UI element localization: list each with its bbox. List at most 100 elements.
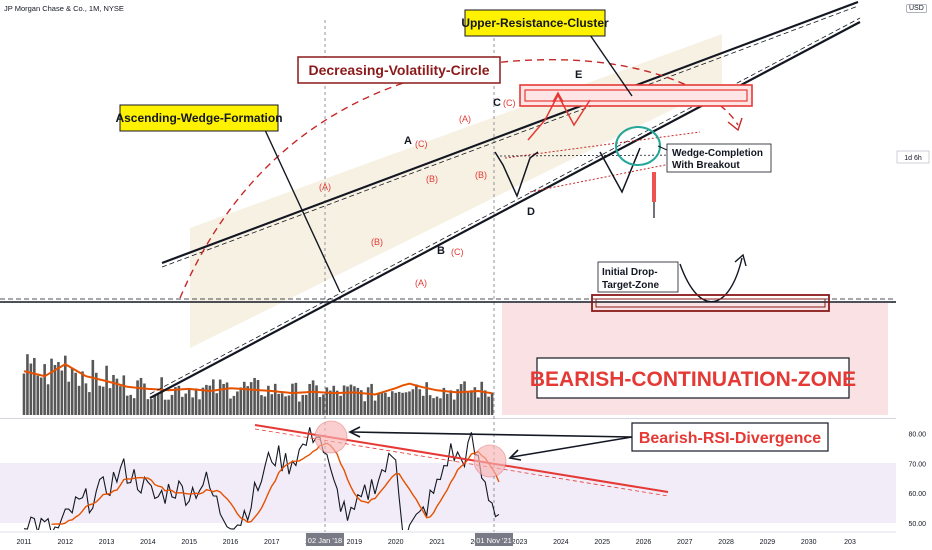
volume-bar: [225, 382, 229, 415]
volume-bar: [146, 399, 150, 415]
volume-bar: [256, 379, 260, 415]
volume-bar: [394, 392, 397, 415]
volume-bar: [356, 387, 360, 415]
breakout-path: [599, 147, 641, 194]
volume-bar: [36, 375, 40, 415]
volume-bar: [143, 383, 146, 415]
last-price-badge: 1d 6h: [904, 155, 922, 162]
initial-drop-note-1: Initial Drop-: [602, 267, 658, 278]
ascending-wedge-callout[interactable]: [119, 104, 279, 132]
initial-drop-callout[interactable]: [597, 261, 679, 293]
volume-bar: [446, 393, 449, 415]
volume-bar: [84, 383, 88, 415]
wave-e-arrow: [552, 91, 564, 103]
rsi-indicator: [23, 427, 500, 530]
volume-bar: [132, 398, 136, 415]
volume-bar: [487, 396, 490, 415]
subwave-b-3: (B): [475, 170, 487, 180]
subwave-b-1: (B): [371, 237, 383, 247]
year-tick-label: 2030: [801, 539, 817, 546]
volume-bar: [119, 386, 122, 415]
volume-bar: [156, 393, 160, 415]
bearish-continuation-callout[interactable]: [536, 357, 850, 399]
subwave-a-3: (A): [459, 114, 471, 124]
volume-bar: [125, 395, 129, 415]
volume-bar: [232, 395, 236, 415]
volume-bar: [98, 385, 102, 415]
volume-bar: [470, 390, 473, 415]
volume-bar: [273, 383, 277, 415]
volume-bar: [301, 395, 305, 415]
volume-bar: [26, 354, 29, 415]
volume-average-line: [23, 363, 493, 396]
subwave-a-2: (A): [415, 278, 427, 288]
volume-bar: [308, 383, 311, 415]
time-axis[interactable]: 2011201220132014201520162017201820192020…: [0, 531, 932, 550]
year-tick-label: 2012: [58, 539, 74, 546]
decreasing-volatility-callout[interactable]: [297, 56, 501, 84]
volume-bar: [74, 372, 77, 415]
volume-bar: [67, 381, 71, 415]
volume-bar: [81, 371, 84, 415]
volume-bar: [249, 382, 253, 415]
target-swoosh: [679, 257, 743, 303]
volume-bar: [390, 391, 394, 415]
price-axis[interactable]: 41.5046.0051.0057.0063.0071.0080.0089.00…: [896, 0, 932, 418]
upper-resistance-cluster-box[interactable]: [519, 84, 753, 107]
year-tick-label: 2017: [264, 539, 280, 546]
volume-bar: [411, 389, 415, 415]
wave-label-c: C: [493, 97, 501, 109]
volume-bar: [170, 394, 174, 415]
volume-bar: [318, 397, 322, 415]
subwave-c-3: (C): [503, 98, 516, 108]
volume-bar: [77, 385, 81, 415]
subwave-b-2: (B): [426, 174, 438, 184]
wedge-completion-callout[interactable]: [666, 143, 772, 173]
volume-histogram: [22, 354, 494, 415]
currency-badge[interactable]: USD: [906, 4, 927, 13]
rsi-tick-label: 70.00: [908, 461, 926, 468]
volume-bar: [43, 364, 46, 415]
volume-bar: [473, 387, 477, 415]
volume-bar: [449, 390, 453, 415]
wedge-completion-circle[interactable]: [615, 126, 661, 166]
rsi-axis[interactable]: 50.00 60.00 70.00 80.00: [896, 420, 932, 532]
year-tick-label: 2023: [512, 539, 528, 546]
rsi-tick-label: 80.00: [908, 432, 926, 439]
volume-bar: [311, 380, 315, 415]
volume-bar: [477, 397, 480, 415]
year-tick-label: 2015: [181, 539, 197, 546]
decreasing-volatility-label: Decreasing-Volatility-Circle: [308, 62, 489, 78]
upper-resistance-pointer: [587, 31, 633, 97]
wedge-upper-line[interactable]: [161, 0, 859, 265]
volume-bar: [415, 384, 418, 415]
projection-line-top: [504, 131, 701, 159]
volume-bar: [29, 363, 33, 415]
volume-bar: [163, 399, 167, 415]
bearish-rsi-divergence-callout[interactable]: [631, 422, 829, 452]
volume-bar: [435, 396, 439, 415]
volume-bar: [387, 396, 391, 415]
year-tick-label: 2011: [16, 539, 31, 546]
wedge-completion-note-1: Wedge-Completion: [672, 148, 763, 159]
volume-bar: [211, 379, 215, 415]
volume-bar: [377, 392, 380, 415]
year-tick-label: 2020: [388, 539, 404, 546]
upper-resistance-callout[interactable]: [464, 9, 606, 37]
volume-bar: [184, 393, 188, 415]
volume-bar: [339, 395, 342, 415]
volume-bar: [363, 401, 367, 415]
year-tick-label: 2028: [718, 539, 734, 546]
volume-bar: [198, 399, 201, 415]
wedge-completion-note-2: With Breakout: [672, 160, 740, 171]
initial-drop-target-zone[interactable]: [591, 294, 830, 312]
rsi-tick-label: 50.00: [908, 521, 926, 528]
date-badge-2021: 01 Nov '21: [476, 536, 512, 545]
volume-bar: [428, 395, 432, 415]
volume-bar: [439, 398, 442, 415]
upper-resistance-cluster-inner: [524, 89, 748, 102]
year-tick-label: 2013: [99, 539, 115, 546]
wave-d-path: [494, 151, 539, 199]
volume-bar: [480, 381, 484, 415]
